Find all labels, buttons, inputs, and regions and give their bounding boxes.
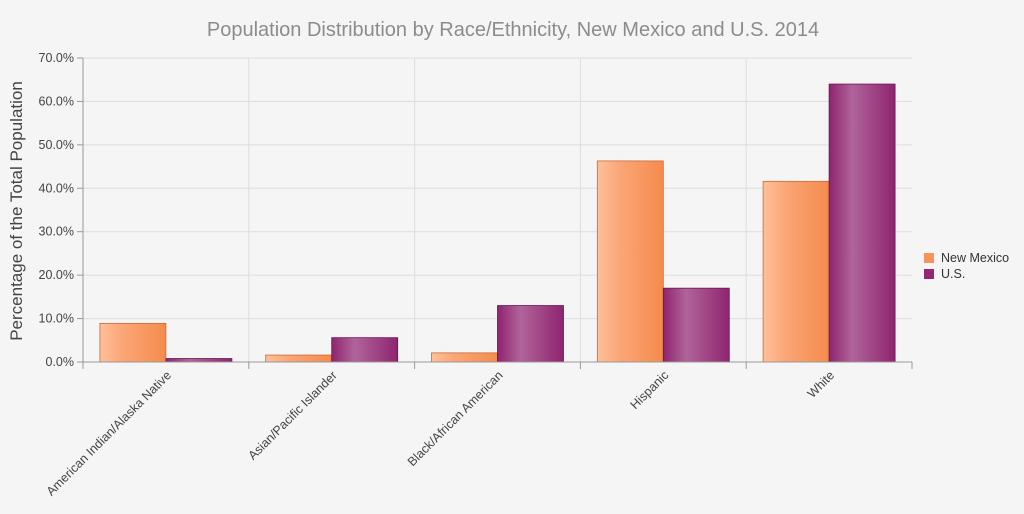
bars — [99, 83, 896, 363]
y-tick-label: 60.0% — [39, 94, 74, 108]
legend-label[interactable]: New Mexico — [941, 251, 1009, 265]
bar-us[interactable] — [331, 337, 399, 363]
bar-new-mexico[interactable] — [596, 160, 664, 363]
bar-new-mexico[interactable] — [431, 352, 498, 363]
x-tick-label: Asian/Pacific Islander — [245, 368, 339, 462]
legend-swatch — [924, 269, 934, 279]
legend-label[interactable]: U.S. — [941, 267, 965, 281]
gridlines — [83, 57, 912, 362]
chart-title: Population Distribution by Race/Ethnicit… — [207, 19, 819, 41]
y-tick-label: 70.0% — [39, 51, 74, 65]
bar-us[interactable] — [662, 287, 730, 363]
bar-us[interactable] — [497, 305, 564, 363]
bar-new-mexico[interactable] — [265, 354, 333, 363]
bar-us[interactable] — [828, 83, 896, 363]
y-tick-label: 40.0% — [39, 181, 74, 195]
y-tick-label: 0.0% — [46, 355, 75, 369]
x-tick-label: White — [805, 368, 838, 401]
y-axis-label: Percentage of the Total Population — [7, 81, 26, 341]
x-tick-label: Black/African American — [405, 368, 506, 469]
y-tick-label: 20.0% — [39, 268, 74, 282]
y-tick-label: 30.0% — [39, 225, 74, 239]
x-tick-label: Hispanic — [628, 368, 672, 412]
bar-new-mexico[interactable] — [99, 322, 167, 363]
legend[interactable]: New Mexico U.S. — [924, 251, 1009, 281]
y-tick-label: 50.0% — [39, 138, 74, 152]
bar-new-mexico[interactable] — [762, 180, 830, 363]
bar-us[interactable] — [165, 358, 233, 363]
y-tick-label: 10.0% — [39, 312, 74, 326]
legend-swatch — [924, 253, 934, 263]
x-tick-label: American Indian/Alaska Native — [44, 368, 174, 498]
